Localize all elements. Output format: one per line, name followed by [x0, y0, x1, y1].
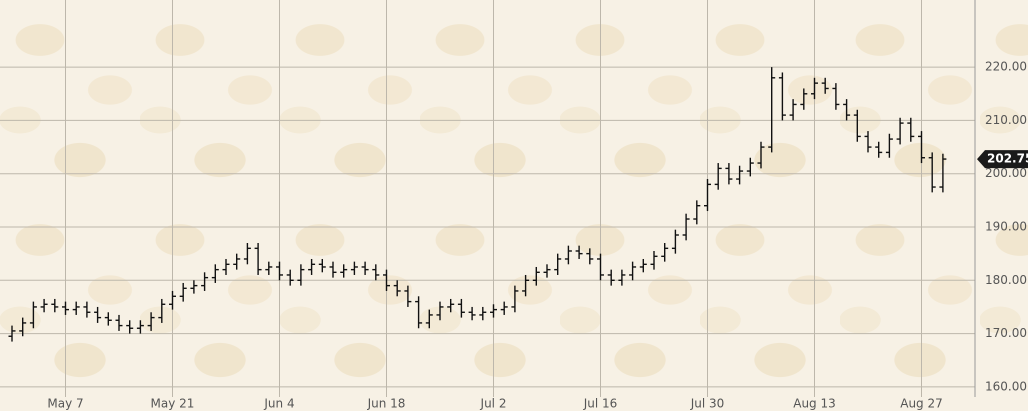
price-tag-label: 202.75: [987, 152, 1028, 166]
x-tick-label: May 7: [47, 397, 83, 411]
x-tick-label: Jul 16: [583, 397, 618, 411]
chart: 160.00 170.00 180.00 190.00 200.00 210.00 220.…: [0, 0, 1028, 411]
x-tick-label: Jul 30: [690, 397, 725, 411]
y-tick-label: 160.00: [985, 379, 1027, 393]
y-tick-label: 220.00: [985, 60, 1027, 74]
y-tick-label: 180.00: [985, 273, 1027, 287]
y-tick-label: 170.00: [985, 326, 1027, 340]
x-tick-label: May 21: [151, 397, 195, 411]
y-tick-label: 190.00: [985, 220, 1027, 234]
x-tick-label: Aug 13: [793, 397, 836, 411]
y-tick-label: 210.00: [985, 113, 1027, 127]
chart-panel: 160.00 170.00 180.00 190.00 200.00 210.00 220.…: [0, 0, 1028, 411]
x-tick-label: Jun 18: [367, 397, 406, 411]
x-tick-label: Jul 2: [480, 397, 507, 411]
x-tick-label: Jun 4: [263, 397, 294, 411]
x-tick-label: Aug 27: [900, 397, 943, 411]
y-tick-label: 200.00: [985, 166, 1027, 180]
